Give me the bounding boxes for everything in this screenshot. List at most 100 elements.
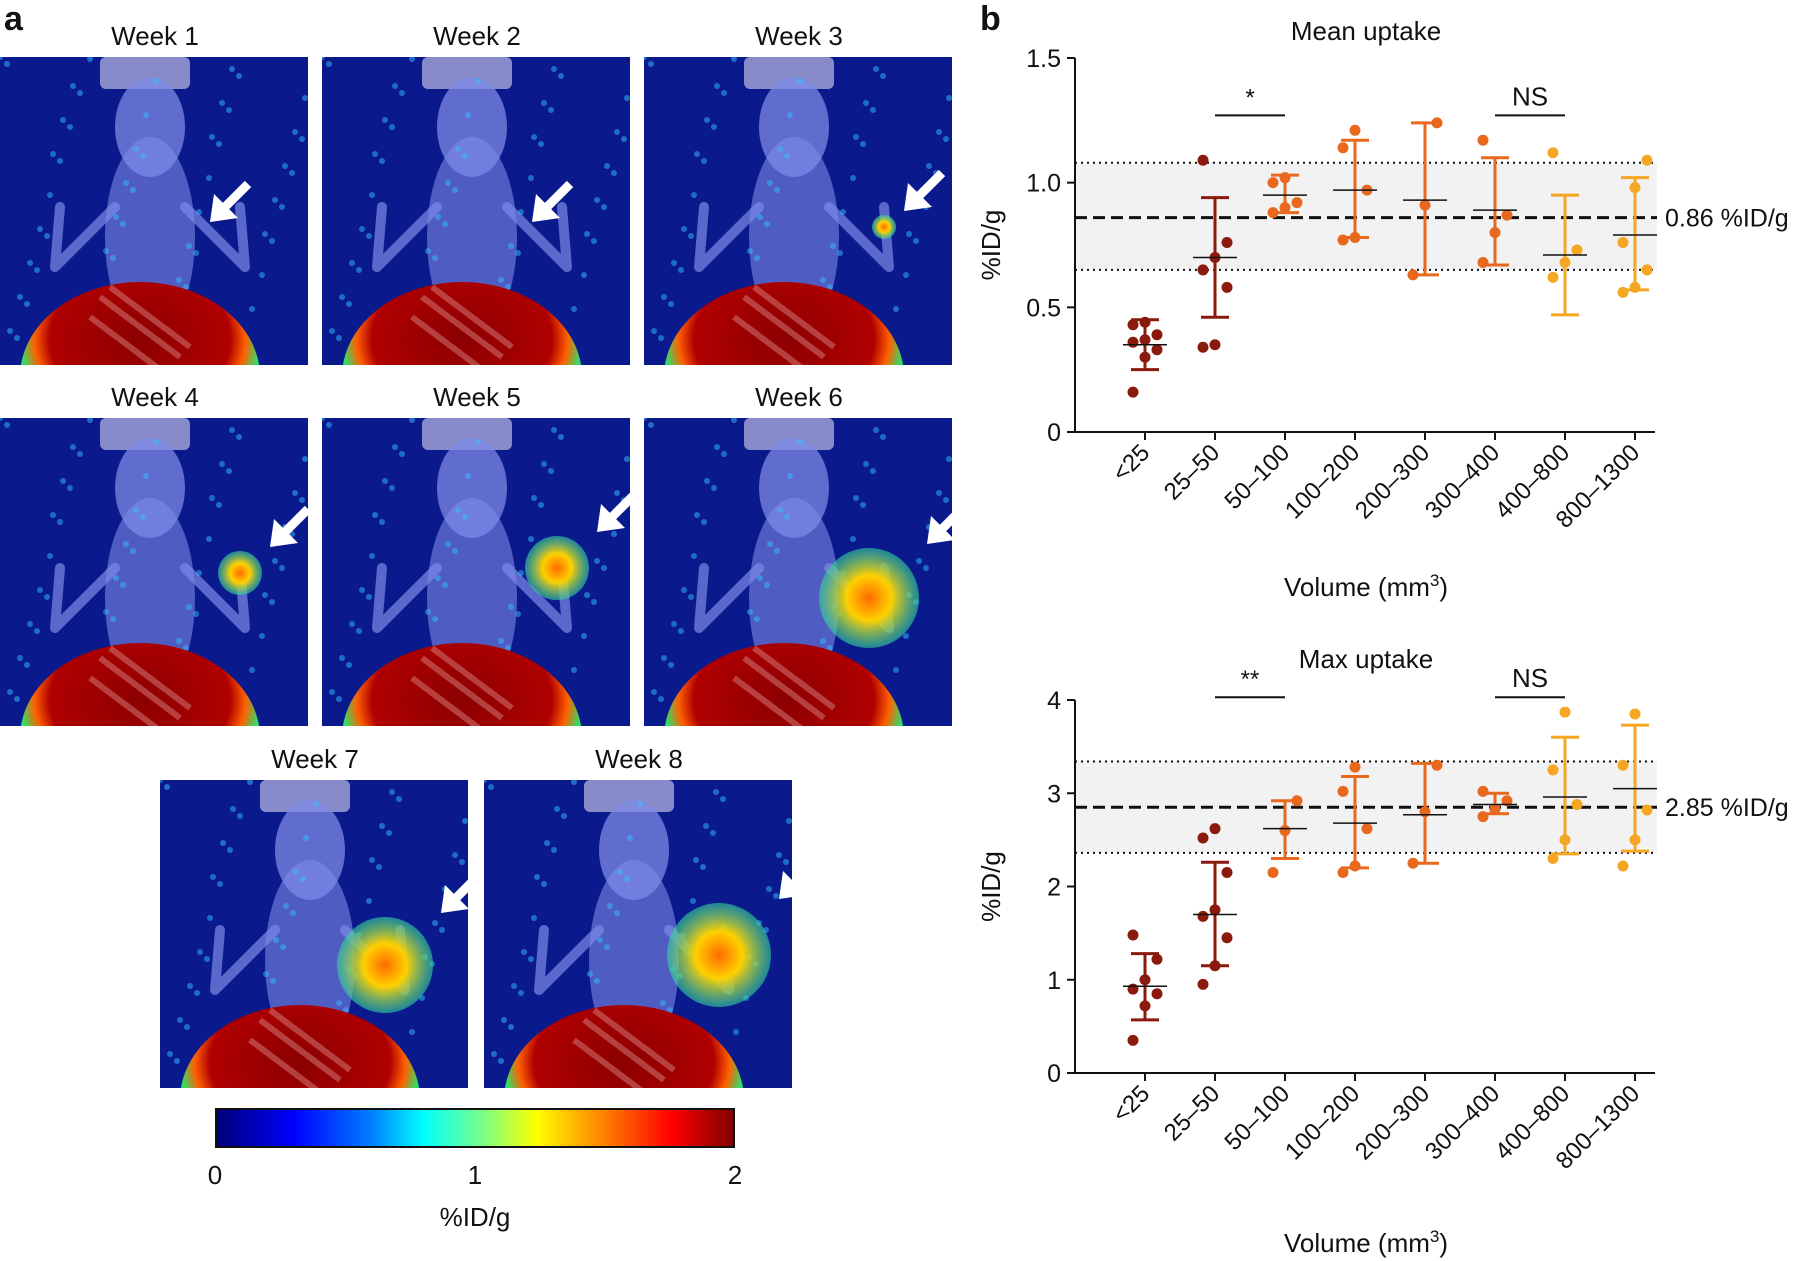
data-point-max bbox=[1197, 832, 1209, 844]
data-point-max bbox=[1629, 834, 1641, 846]
data-point-mean bbox=[1641, 264, 1653, 276]
significance-label-mean: * bbox=[1245, 84, 1254, 111]
data-point-max bbox=[1407, 857, 1419, 869]
data-point-mean bbox=[1477, 256, 1489, 268]
pet-scan-week-5 bbox=[322, 418, 630, 726]
data-point-mean bbox=[1489, 227, 1501, 239]
data-point-mean bbox=[1571, 244, 1583, 256]
data-point-mean bbox=[1431, 117, 1443, 129]
data-point-max bbox=[1267, 867, 1279, 879]
data-point-max bbox=[1559, 834, 1571, 846]
y-tick-label-max: 0 bbox=[1047, 1060, 1061, 1088]
data-point-max bbox=[1547, 764, 1559, 776]
x-tick-label-max: 100–200 bbox=[1280, 1080, 1365, 1165]
pet-scan-week-8 bbox=[484, 780, 792, 1088]
data-point-mean bbox=[1197, 154, 1209, 166]
pet-scan-week-7 bbox=[160, 780, 468, 1088]
data-point-mean bbox=[1629, 281, 1641, 293]
reference-label-max: 2.85 %ID/g bbox=[1665, 794, 1789, 822]
data-point-max bbox=[1489, 803, 1501, 815]
x-tick-label-mean: 100–200 bbox=[1280, 439, 1365, 524]
week-title-7: Week 7 bbox=[271, 744, 359, 774]
chart-title-mean: Mean uptake bbox=[1291, 16, 1441, 46]
y-tick-label-mean: 1.5 bbox=[1026, 45, 1061, 73]
data-point-mean bbox=[1501, 209, 1513, 221]
week-title-8: Week 8 bbox=[595, 744, 683, 774]
data-point-mean bbox=[1477, 134, 1489, 146]
reference-label-mean: 0.86 %ID/g bbox=[1665, 205, 1789, 233]
data-point-max bbox=[1617, 860, 1629, 872]
data-point-mean bbox=[1127, 319, 1139, 331]
data-point-max bbox=[1559, 706, 1571, 718]
data-point-mean bbox=[1197, 264, 1209, 276]
arrow-icon bbox=[779, 871, 792, 899]
data-point-mean bbox=[1349, 124, 1361, 136]
data-point-max bbox=[1221, 867, 1233, 879]
y-tick-label-mean: 1.0 bbox=[1026, 170, 1061, 198]
data-point-max bbox=[1419, 806, 1431, 818]
data-point-mean bbox=[1641, 154, 1653, 166]
arrow-icon bbox=[210, 180, 252, 222]
week-title-4: Week 4 bbox=[111, 382, 199, 412]
arrow-icon bbox=[270, 505, 308, 547]
data-point-mean bbox=[1279, 202, 1291, 214]
data-point-mean bbox=[1279, 172, 1291, 184]
data-point-max bbox=[1197, 978, 1209, 990]
data-point-max bbox=[1477, 811, 1489, 823]
data-point-mean bbox=[1629, 182, 1641, 194]
data-point-max bbox=[1349, 860, 1361, 872]
data-point-max bbox=[1139, 974, 1151, 986]
data-point-mean bbox=[1151, 329, 1163, 341]
panel-b-letter: b bbox=[980, 0, 1001, 38]
y-tick-label-max: 4 bbox=[1047, 687, 1061, 715]
x-tick-label-mean: 200–300 bbox=[1350, 439, 1435, 524]
data-point-mean bbox=[1139, 351, 1151, 363]
chart-title-max: Max uptake bbox=[1299, 644, 1433, 674]
data-point-max bbox=[1197, 910, 1209, 922]
data-point-mean bbox=[1267, 177, 1279, 189]
y-tick-label-mean: 0 bbox=[1047, 419, 1061, 447]
x-tick-label-max: 200–300 bbox=[1350, 1080, 1435, 1165]
data-point-max bbox=[1151, 988, 1163, 1000]
arrow-icon bbox=[532, 180, 574, 222]
data-point-max bbox=[1209, 823, 1221, 835]
x-tick-label-mean: 300–400 bbox=[1420, 439, 1505, 524]
pet-scan-week-1 bbox=[0, 57, 308, 365]
data-point-mean bbox=[1209, 339, 1221, 351]
significance-label-max: ** bbox=[1241, 666, 1260, 693]
week-title-1: Week 1 bbox=[111, 21, 199, 51]
colorbar-tick-2: 2 bbox=[727, 1160, 743, 1190]
y-tick-label-max: 3 bbox=[1047, 780, 1061, 808]
week-title-6: Week 6 bbox=[755, 382, 843, 412]
panel-a-letter: a bbox=[4, 0, 23, 38]
data-point-max bbox=[1571, 798, 1583, 810]
data-point-max bbox=[1617, 759, 1629, 771]
data-point-max bbox=[1501, 795, 1513, 807]
data-point-max bbox=[1209, 960, 1221, 972]
x-tick-label-max: 25–50 bbox=[1159, 1080, 1225, 1146]
data-point-mean bbox=[1419, 199, 1431, 211]
data-point-mean bbox=[1291, 197, 1303, 209]
x-tick-label-mean: 25–50 bbox=[1159, 439, 1225, 505]
data-point-mean bbox=[1617, 237, 1629, 249]
significance-label-mean: NS bbox=[1512, 81, 1548, 111]
data-point-mean bbox=[1337, 142, 1349, 154]
week-title-5: Week 5 bbox=[433, 382, 521, 412]
data-point-max bbox=[1151, 953, 1163, 965]
data-point-max bbox=[1209, 904, 1221, 916]
x-axis-label-mean: Volume (mm3) bbox=[1284, 571, 1448, 602]
data-point-max bbox=[1361, 823, 1373, 835]
data-point-max bbox=[1127, 1034, 1139, 1046]
data-point-max bbox=[1629, 708, 1641, 720]
significance-label-max: NS bbox=[1512, 663, 1548, 693]
data-point-mean bbox=[1337, 234, 1349, 246]
colorbar-label: %ID/g bbox=[439, 1202, 511, 1232]
week-title-3: Week 3 bbox=[755, 21, 843, 51]
data-point-mean bbox=[1139, 334, 1151, 346]
data-point-max bbox=[1139, 1000, 1151, 1012]
pet-scan-week-3 bbox=[644, 57, 952, 365]
x-tick-label-mean: <25 bbox=[1107, 439, 1155, 487]
data-point-max bbox=[1349, 761, 1361, 773]
data-point-mean bbox=[1151, 344, 1163, 356]
